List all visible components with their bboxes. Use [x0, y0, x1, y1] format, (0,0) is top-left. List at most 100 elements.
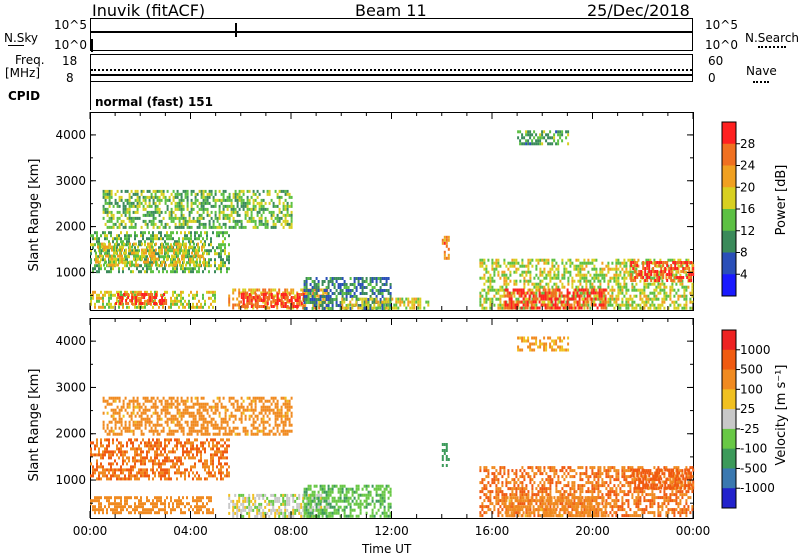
data-cell: [228, 255, 230, 258]
data-cell: [111, 193, 113, 196]
data-cell: [551, 136, 553, 139]
data-cell: [316, 506, 318, 509]
data-cell: [537, 136, 539, 139]
data-cell: [385, 307, 387, 310]
data-cell: [179, 249, 181, 252]
data-cell: [253, 220, 255, 223]
data-cell: [202, 465, 204, 468]
data-cell: [150, 444, 152, 447]
data-cell: [94, 453, 96, 456]
data-cell: [593, 268, 595, 271]
data-cell: [175, 261, 177, 264]
data-cell: [238, 289, 240, 292]
data-cell: [169, 246, 171, 249]
data-cell: [107, 193, 109, 196]
data-cell: [147, 223, 149, 226]
data-cell: [585, 277, 587, 280]
data-cell: [316, 301, 318, 304]
data-cell: [147, 196, 149, 199]
data-cell: [501, 304, 503, 307]
data-cell: [661, 289, 663, 292]
data-cell: [128, 477, 130, 480]
data-cell: [228, 438, 230, 441]
data-cell: [336, 304, 338, 307]
data-cell: [287, 296, 289, 299]
data-cell: [216, 447, 218, 450]
data-cell: [170, 270, 172, 273]
data-cell: [177, 208, 179, 211]
data-cell: [301, 293, 303, 296]
data-cell: [613, 298, 615, 301]
data-cell: [611, 298, 613, 301]
data-cell: [183, 223, 185, 226]
data-cell: [291, 226, 293, 229]
data-cell: [180, 499, 182, 502]
data-cell: [126, 231, 128, 234]
data-cell: [314, 485, 316, 488]
data-cell: [521, 274, 523, 277]
data-cell: [273, 296, 275, 299]
data-cell: [326, 289, 328, 292]
data-cell: [226, 444, 228, 447]
data-cell: [241, 196, 243, 199]
data-cell: [511, 307, 513, 310]
data-cell: [623, 265, 625, 268]
data-cell: [255, 199, 257, 202]
data-cell: [125, 199, 127, 202]
data-cell: [207, 211, 209, 214]
data-cell: [112, 468, 114, 471]
data-cell: [234, 503, 236, 506]
data-cell: [168, 477, 170, 480]
data-cell: [285, 214, 287, 217]
data-cell: [99, 252, 101, 255]
data-cell: [593, 274, 595, 277]
data-cell: [120, 508, 122, 511]
data-cell: [231, 226, 233, 229]
data-cell: [615, 298, 617, 301]
data-cell: [118, 496, 120, 499]
data-cell: [370, 283, 372, 286]
data-cell: [483, 277, 485, 280]
data-cell: [210, 471, 212, 474]
data-cell: [189, 246, 191, 249]
data-cell: [197, 211, 199, 214]
data-cell: [177, 226, 179, 229]
data-cell: [633, 286, 635, 289]
data-cell: [222, 261, 224, 264]
data-cell: [277, 196, 279, 199]
data-cell: [274, 512, 276, 515]
data-cell: [579, 280, 581, 283]
data-cell: [103, 208, 105, 211]
data-cell: [615, 295, 617, 298]
data-cell: [193, 261, 195, 264]
data-cell: [509, 271, 511, 274]
data-cell: [202, 462, 204, 465]
data-cell: [172, 300, 174, 303]
data-cell: [120, 499, 122, 502]
data-cell: [131, 252, 133, 255]
data-cell: [100, 471, 102, 474]
data-cell: [489, 277, 491, 280]
data-cell: [551, 286, 553, 289]
data-cell: [213, 205, 215, 208]
data-cell: [417, 304, 419, 307]
data-cell: [124, 450, 126, 453]
data-cell: [690, 261, 692, 264]
data-cell: [107, 220, 109, 223]
data-cell: [283, 190, 285, 193]
data-cell: [226, 267, 228, 270]
data-cell: [597, 292, 599, 295]
data-cell: [232, 304, 234, 307]
data-cell: [545, 139, 547, 142]
data-cell: [174, 444, 176, 447]
data-cell: [100, 438, 102, 441]
data-cell: [304, 298, 306, 301]
data-cell: [615, 274, 617, 277]
data-cell: [539, 133, 541, 136]
data-cell: [234, 289, 236, 292]
data-cell: [111, 258, 113, 261]
data-cell: [198, 474, 200, 477]
data-cell: [226, 255, 228, 258]
data-cell: [158, 444, 160, 447]
data-cell: [196, 306, 198, 309]
